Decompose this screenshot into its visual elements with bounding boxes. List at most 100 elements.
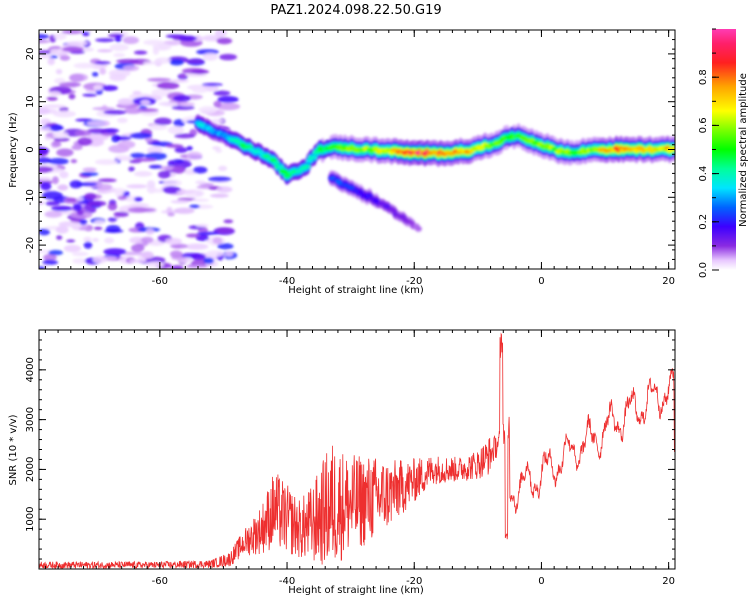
noise-blob [143, 61, 157, 65]
noise-blob [218, 165, 228, 171]
noise-blob [75, 118, 93, 122]
noise-blob [173, 119, 186, 128]
noise-blob [39, 166, 54, 173]
noise-blob [76, 182, 98, 187]
ridge-cell [256, 150, 264, 155]
noise-blob [116, 58, 140, 64]
noise-blob [173, 94, 191, 102]
noise-blob [63, 244, 82, 253]
noise-blob [84, 192, 97, 200]
noise-blob [172, 165, 186, 174]
noise-blob [145, 261, 165, 268]
noise-blob [170, 243, 188, 249]
noise-blob [157, 165, 178, 171]
noise-blob [42, 104, 66, 109]
noise-blob [117, 117, 128, 124]
noise-blob [190, 253, 206, 261]
noise-blob [184, 73, 207, 77]
x-tick-label: -20 [406, 276, 422, 287]
noise-blob [95, 38, 115, 43]
noise-blob [189, 204, 201, 209]
noise-blob [44, 210, 63, 218]
noise-blob [122, 36, 140, 45]
noise-blob [174, 146, 188, 154]
ridge-cell [272, 160, 280, 165]
noise-blob [69, 73, 85, 83]
x-tick-label: 0 [538, 276, 544, 287]
noise-blob [39, 266, 46, 269]
noise-blob [167, 212, 175, 217]
noise-blob [169, 79, 190, 83]
x-tick-label: -60 [152, 576, 168, 587]
noise-blob [212, 237, 223, 245]
noise-blob [213, 100, 222, 108]
noise-blob [195, 191, 203, 196]
noise-blob [81, 171, 99, 177]
noise-blob [59, 55, 71, 61]
noise-blob [155, 57, 172, 64]
noise-blob [210, 118, 224, 124]
spectrogram-panel: -60 -40 -20 0 20 -20 -10 0 10 20 Height of straig… [8, 29, 676, 296]
noise-blob [61, 30, 83, 35]
noise-blob [185, 243, 209, 250]
noise-blob [76, 209, 84, 216]
colorbar-ticks: 0.0 0.2 0.4 0.6 0.8 [698, 28, 719, 278]
noise-blob [47, 58, 55, 66]
noise-blob [216, 37, 233, 45]
noise-blob [210, 193, 229, 198]
snr-axes: -60 -40 -20 0 20 1000 2000 3000 4000 [25, 329, 675, 587]
chart-title: PAZ1.2024.098.22.50.G19 [270, 3, 441, 18]
ridge-cell [412, 224, 420, 228]
noise-blob [39, 176, 52, 181]
noise-blob [186, 146, 193, 151]
noise-blob [169, 250, 183, 258]
noise-blob [109, 43, 129, 52]
noise-blob [219, 53, 238, 61]
y-tick-label: 0 [25, 146, 36, 152]
noise-blob [103, 109, 127, 115]
noise-blob [165, 144, 184, 148]
snr-plot-area [39, 330, 675, 569]
noise-blob [52, 110, 76, 118]
noise-blob [94, 219, 106, 225]
noise-blob [195, 180, 206, 185]
noise-blob [87, 200, 107, 207]
spectrogram-heatmap [39, 30, 675, 269]
noise-blob [170, 265, 184, 269]
noise-blob [141, 251, 154, 260]
noise-blob [71, 251, 89, 257]
noise-blob [172, 159, 185, 163]
x-tick-label: -20 [406, 576, 422, 587]
noise-blob [94, 159, 119, 165]
noise-blob [151, 88, 173, 97]
noise-blob [107, 217, 118, 222]
y-tick-label: 20 [25, 48, 36, 61]
noise-blob [173, 207, 195, 214]
noise-blob [127, 206, 149, 213]
noise-blob [217, 243, 234, 250]
noise-blob [40, 182, 52, 191]
x-tick-label: 20 [662, 576, 675, 587]
ridge-cell [414, 227, 422, 231]
x-tick-label: -40 [279, 276, 295, 287]
noise-blob [126, 184, 148, 189]
noise-blob [114, 35, 122, 43]
noise-blob [92, 140, 101, 147]
noise-blob [39, 54, 52, 59]
noise-blob [196, 223, 209, 228]
x-tick-label: -40 [279, 576, 295, 587]
noise-blob [192, 198, 210, 202]
noise-blob [39, 107, 51, 115]
noise-blob [202, 52, 219, 61]
noise-blob [157, 170, 171, 179]
spectral-branch [328, 170, 422, 233]
noise-blob [169, 59, 184, 66]
noise-blob [74, 130, 92, 137]
noise-blob [108, 69, 131, 78]
noise-blob [93, 84, 104, 91]
noise-blob [179, 35, 198, 42]
x-tick-label: -60 [152, 276, 168, 287]
noise-blob [117, 98, 134, 106]
colorbar-tick-label: 0.0 [698, 262, 709, 278]
noise-blob [104, 256, 118, 261]
